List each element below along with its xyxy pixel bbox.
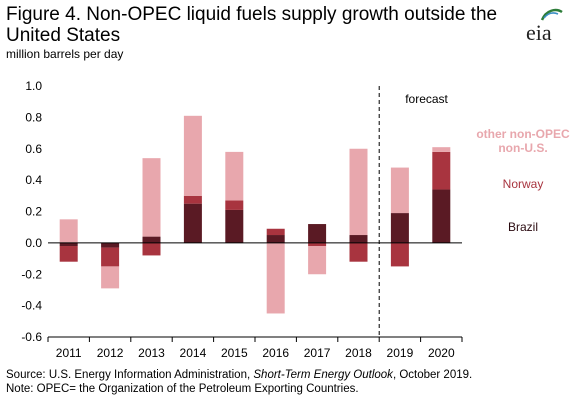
x-axis: 2011 2012 2013 2014 2015 2016 2017 2018 2019 2020 <box>47 336 463 360</box>
bar-norway-2011 <box>59 246 78 262</box>
bar-norway-2013 <box>142 242 161 256</box>
bar-norway-2014 <box>183 195 202 204</box>
x-tick-label: 2018 <box>345 346 372 360</box>
bar-norway-2015 <box>225 200 244 210</box>
x-tick-label: 2011 <box>56 346 82 360</box>
legend-label-line: Norway <box>503 177 544 191</box>
legend-label-brazil: Brazil <box>508 220 538 234</box>
bar-other-non-opec-non-u-s--2017 <box>308 246 327 275</box>
note-line: Note: OPEC= the Organization of the Petr… <box>6 383 359 395</box>
bar-norway-2019 <box>390 242 409 267</box>
legend-label-line: other non-OPEC <box>476 127 570 141</box>
y-tick-label: 0.4 <box>25 173 42 187</box>
bar-brazil-2017 <box>308 224 327 243</box>
bar-other-non-opec-non-u-s--2016 <box>266 242 285 314</box>
bar-norway-2020 <box>432 151 451 190</box>
chart-title: Figure 4. Non-OPEC liquid fuels supply g… <box>6 4 498 46</box>
source-suffix: , October 2019. <box>392 369 473 381</box>
y-tick-label: 0.2 <box>25 205 42 219</box>
bar-other-non-opec-non-u-s--2019 <box>390 167 409 214</box>
y-tick-label: 1.0 <box>25 79 42 93</box>
bar-brazil-2018 <box>349 235 368 243</box>
bars <box>48 115 462 314</box>
source-line: Source: U.S. Energy Information Administ… <box>6 368 566 382</box>
bar-other-non-opec-non-u-s--2015 <box>225 151 244 201</box>
bar-brazil-2020 <box>432 189 451 243</box>
bar-brazil-2013 <box>142 236 161 243</box>
x-tick-label: 2020 <box>428 346 455 360</box>
y-axis-units: million barrels per day <box>6 47 124 61</box>
forecast-label: forecast <box>405 92 448 106</box>
y-tick-label: 0.8 <box>25 110 42 124</box>
x-tick-label: 2012 <box>97 346 124 360</box>
y-tick-label: 0.6 <box>25 142 42 156</box>
eia-logo-swoosh-icon <box>540 8 563 21</box>
bar-brazil-2015 <box>225 209 244 243</box>
legend-label-norway: Norway <box>503 177 544 191</box>
bar-other-non-opec-non-u-s--2018 <box>349 148 368 236</box>
legend: other non-OPEC non-U.S. Norway Brazil <box>476 127 570 234</box>
y-tick-label: -0.2 <box>21 267 42 281</box>
bar-norway-2012 <box>101 247 120 267</box>
bar-brazil-2014 <box>183 203 202 243</box>
bar-other-non-opec-non-u-s--2020 <box>432 147 451 152</box>
legend-label-line: Brazil <box>508 220 538 234</box>
x-tick-label: 2015 <box>221 346 248 360</box>
source-note: Source: U.S. Energy Information Administ… <box>6 368 566 396</box>
bar-norway-2016 <box>266 228 285 236</box>
legend-label-line: non-U.S. <box>498 141 547 155</box>
x-tick-label: 2017 <box>304 346 331 360</box>
y-tick-label: -0.6 <box>21 330 42 344</box>
y-axis: 1.0 0.8 0.6 0.4 0.2 0.0 -0.2 -0.4 -0.6 <box>21 79 42 344</box>
eia-logo-text: eia <box>526 20 552 45</box>
x-tick-label: 2013 <box>138 346 165 360</box>
bar-brazil-2016 <box>266 235 285 243</box>
x-tick-label: 2019 <box>387 346 414 360</box>
bar-brazil-2012 <box>101 242 120 248</box>
bar-other-non-opec-non-u-s--2012 <box>101 266 120 289</box>
y-tick-label: -0.4 <box>21 299 42 313</box>
bar-norway-2017 <box>308 242 327 247</box>
bar-other-non-opec-non-u-s--2014 <box>183 115 202 196</box>
x-tick-label: 2016 <box>262 346 289 360</box>
legend-label-other-non-opec-non-u-s-: other non-OPEC non-U.S. <box>476 127 570 155</box>
bar-brazil-2011 <box>59 242 78 247</box>
eia-logo: eia <box>520 8 566 45</box>
bar-brazil-2019 <box>390 213 409 243</box>
bar-other-non-opec-non-u-s--2011 <box>59 219 78 243</box>
source-publication: Short-Term Energy Outlook <box>253 369 393 381</box>
source-prefix: Source: U.S. Energy Information Administ… <box>6 369 254 381</box>
y-tick-label: 0.0 <box>25 236 42 250</box>
bar-other-non-opec-non-u-s--2013 <box>142 158 161 237</box>
x-tick-label: 2014 <box>180 346 207 360</box>
bar-norway-2018 <box>349 242 368 262</box>
